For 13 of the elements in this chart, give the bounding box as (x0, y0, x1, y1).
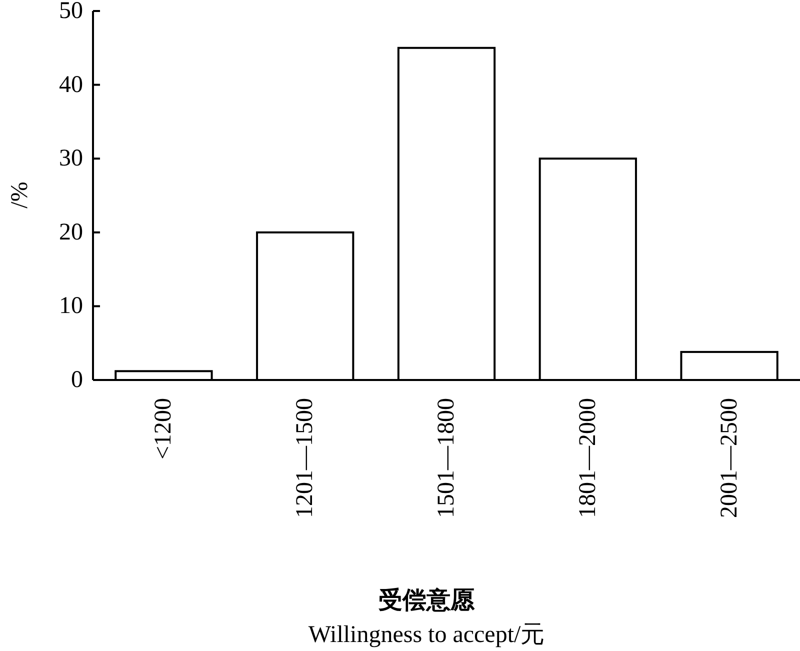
y-tick-label: 40 (59, 72, 83, 98)
y-tick-label: 10 (59, 293, 83, 320)
x-tick-label: 2001—2500 (716, 398, 742, 518)
y-tick-label: 30 (59, 146, 83, 172)
y-axis-title: /% (7, 182, 33, 208)
x-tick-label: <1200 (150, 398, 177, 460)
y-tick-label: 20 (59, 219, 83, 246)
x-tick-label: 1801—2000 (574, 398, 601, 518)
y-tick-label: 0 (71, 367, 83, 393)
x-axis-title: 受偿意愿 Willingness to accept/元 (308, 587, 545, 648)
y-tick-label: 50 (59, 0, 83, 24)
x-tick-label: 1501—1800 (434, 398, 460, 518)
x-tick-label: 1201—1500 (292, 398, 318, 518)
